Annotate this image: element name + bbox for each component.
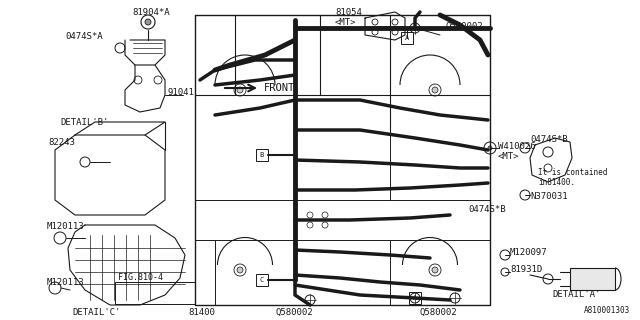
Circle shape [237,267,243,273]
Text: 0474S*B: 0474S*B [530,135,568,144]
Text: 0474S*A: 0474S*A [65,32,102,41]
Circle shape [488,146,492,150]
Text: B: B [260,152,264,158]
Text: M120097: M120097 [510,248,548,257]
Text: M120113: M120113 [47,222,84,231]
Text: 81054: 81054 [335,8,362,17]
Text: DETAIL'B': DETAIL'B' [60,118,108,127]
Text: W410026: W410026 [498,142,536,151]
Circle shape [432,267,438,273]
Text: 0474S*B: 0474S*B [468,205,506,214]
Text: A: A [405,35,409,41]
Text: <MT>: <MT> [335,18,356,27]
Bar [409,292,421,304]
Bar [570,268,615,290]
Text: 91041: 91041 [168,88,195,97]
Text: 81904*A: 81904*A [132,8,170,17]
Text: Q580002: Q580002 [420,308,458,317]
Text: 81400: 81400 [188,308,215,317]
Text: DETAIL'C': DETAIL'C' [72,308,120,317]
Bar [401,32,413,44]
Text: Q580002: Q580002 [445,22,483,31]
Text: C: C [260,277,264,283]
Text: Q580002: Q580002 [275,308,312,317]
Bar [115,282,195,304]
Circle shape [145,19,151,25]
Circle shape [432,87,438,93]
Text: FRONT: FRONT [264,83,295,93]
Text: FIG.810-4: FIG.810-4 [118,273,163,282]
Text: 82243: 82243 [48,138,75,147]
Text: A: A [413,295,417,301]
Text: 81931D: 81931D [510,265,542,274]
Text: in81400.: in81400. [538,178,575,187]
Text: <MT>: <MT> [498,152,520,161]
Text: N370031: N370031 [530,192,568,201]
Text: It is contained: It is contained [538,168,607,177]
Circle shape [237,87,243,93]
Text: DETAIL'A': DETAIL'A' [552,290,600,299]
Bar [256,149,268,161]
Text: M120113: M120113 [47,278,84,287]
Text: A810001303: A810001303 [584,306,630,315]
Bar [256,274,268,286]
